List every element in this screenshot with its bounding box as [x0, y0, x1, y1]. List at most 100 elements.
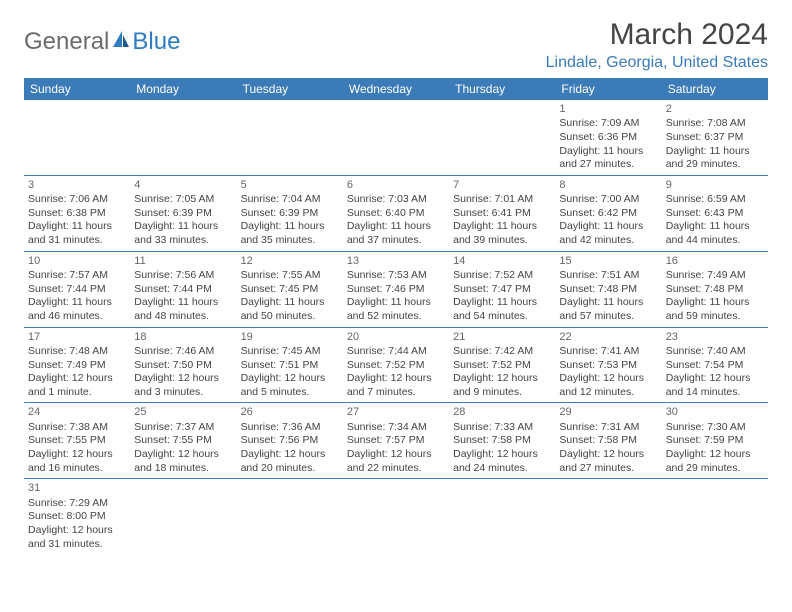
sunset-line: Sunset: 7:49 PM — [28, 359, 126, 373]
sunrise-line: Sunrise: 7:46 AM — [134, 345, 232, 359]
calendar-cell: 25Sunrise: 7:37 AMSunset: 7:55 PMDayligh… — [130, 403, 236, 479]
weekday-header: Thursday — [449, 78, 555, 100]
sunset-line: Sunset: 7:44 PM — [134, 283, 232, 297]
calendar-cell — [130, 100, 236, 175]
sunset-line: Sunset: 7:52 PM — [453, 359, 551, 373]
month-title: March 2024 — [546, 18, 768, 52]
day-number: 16 — [666, 254, 764, 268]
weekday-header: Sunday — [24, 78, 130, 100]
calendar-cell: 19Sunrise: 7:45 AMSunset: 7:51 PMDayligh… — [237, 327, 343, 403]
daylight-line-1: Daylight: 12 hours — [559, 448, 657, 462]
daylight-line-2: and 54 minutes. — [453, 310, 551, 324]
daylight-line-1: Daylight: 12 hours — [28, 372, 126, 386]
sunrise-line: Sunrise: 7:36 AM — [241, 421, 339, 435]
sunset-line: Sunset: 6:39 PM — [134, 207, 232, 221]
calendar-cell: 12Sunrise: 7:55 AMSunset: 7:45 PMDayligh… — [237, 251, 343, 327]
daylight-line-2: and 16 minutes. — [28, 462, 126, 476]
daylight-line-2: and 27 minutes. — [559, 462, 657, 476]
calendar-cell — [343, 479, 449, 554]
daylight-line-1: Daylight: 12 hours — [28, 524, 126, 538]
sunrise-line: Sunrise: 7:31 AM — [559, 421, 657, 435]
daylight-line-2: and 24 minutes. — [453, 462, 551, 476]
sunrise-line: Sunrise: 7:29 AM — [28, 497, 126, 511]
daylight-line-1: Daylight: 11 hours — [28, 296, 126, 310]
sunrise-line: Sunrise: 7:53 AM — [347, 269, 445, 283]
calendar-row: 1Sunrise: 7:09 AMSunset: 6:36 PMDaylight… — [24, 100, 768, 175]
sunset-line: Sunset: 6:37 PM — [666, 131, 764, 145]
calendar-cell — [449, 100, 555, 175]
daylight-line-2: and 48 minutes. — [134, 310, 232, 324]
day-number: 4 — [134, 178, 232, 192]
sunset-line: Sunset: 7:55 PM — [28, 434, 126, 448]
day-number: 2 — [666, 102, 764, 116]
calendar-cell: 2Sunrise: 7:08 AMSunset: 6:37 PMDaylight… — [662, 100, 768, 175]
day-number: 26 — [241, 405, 339, 419]
daylight-line-2: and 59 minutes. — [666, 310, 764, 324]
daylight-line-1: Daylight: 11 hours — [134, 296, 232, 310]
location: Lindale, Georgia, United States — [546, 54, 768, 72]
calendar-cell: 10Sunrise: 7:57 AMSunset: 7:44 PMDayligh… — [24, 251, 130, 327]
sunset-line: Sunset: 6:43 PM — [666, 207, 764, 221]
calendar-body: 1Sunrise: 7:09 AMSunset: 6:36 PMDaylight… — [24, 100, 768, 554]
day-number: 8 — [559, 178, 657, 192]
sunset-line: Sunset: 7:54 PM — [666, 359, 764, 373]
sunset-line: Sunset: 7:45 PM — [241, 283, 339, 297]
sunset-line: Sunset: 7:48 PM — [666, 283, 764, 297]
day-number: 29 — [559, 405, 657, 419]
sunset-line: Sunset: 7:48 PM — [559, 283, 657, 297]
sunset-line: Sunset: 6:36 PM — [559, 131, 657, 145]
sunrise-line: Sunrise: 7:52 AM — [453, 269, 551, 283]
sunset-line: Sunset: 7:57 PM — [347, 434, 445, 448]
daylight-line-1: Daylight: 11 hours — [347, 296, 445, 310]
calendar-row: 17Sunrise: 7:48 AMSunset: 7:49 PMDayligh… — [24, 327, 768, 403]
sunrise-line: Sunrise: 7:01 AM — [453, 193, 551, 207]
daylight-line-2: and 37 minutes. — [347, 234, 445, 248]
logo-text-general: General — [24, 28, 109, 56]
calendar-cell: 30Sunrise: 7:30 AMSunset: 7:59 PMDayligh… — [662, 403, 768, 479]
sunrise-line: Sunrise: 7:09 AM — [559, 117, 657, 131]
sunrise-line: Sunrise: 7:04 AM — [241, 193, 339, 207]
daylight-line-1: Daylight: 12 hours — [453, 372, 551, 386]
daylight-line-2: and 33 minutes. — [134, 234, 232, 248]
daylight-line-2: and 46 minutes. — [28, 310, 126, 324]
daylight-line-1: Daylight: 11 hours — [241, 296, 339, 310]
calendar-cell: 21Sunrise: 7:42 AMSunset: 7:52 PMDayligh… — [449, 327, 555, 403]
day-number: 28 — [453, 405, 551, 419]
daylight-line-2: and 27 minutes. — [559, 158, 657, 172]
daylight-line-2: and 9 minutes. — [453, 386, 551, 400]
daylight-line-1: Daylight: 11 hours — [241, 220, 339, 234]
sunset-line: Sunset: 6:41 PM — [453, 207, 551, 221]
daylight-line-2: and 7 minutes. — [347, 386, 445, 400]
calendar-cell — [343, 100, 449, 175]
sunrise-line: Sunrise: 7:37 AM — [134, 421, 232, 435]
weekday-header: Wednesday — [343, 78, 449, 100]
day-number: 11 — [134, 254, 232, 268]
sunset-line: Sunset: 7:58 PM — [559, 434, 657, 448]
daylight-line-2: and 42 minutes. — [559, 234, 657, 248]
sunrise-line: Sunrise: 7:42 AM — [453, 345, 551, 359]
daylight-line-1: Daylight: 11 hours — [28, 220, 126, 234]
day-number: 31 — [28, 481, 126, 495]
daylight-line-1: Daylight: 12 hours — [559, 372, 657, 386]
day-number: 25 — [134, 405, 232, 419]
sunrise-line: Sunrise: 7:44 AM — [347, 345, 445, 359]
weekday-header: Friday — [555, 78, 661, 100]
sunrise-line: Sunrise: 7:55 AM — [241, 269, 339, 283]
calendar-cell — [237, 100, 343, 175]
daylight-line-1: Daylight: 12 hours — [666, 448, 764, 462]
calendar-cell — [130, 479, 236, 554]
calendar-cell: 28Sunrise: 7:33 AMSunset: 7:58 PMDayligh… — [449, 403, 555, 479]
day-number: 12 — [241, 254, 339, 268]
daylight-line-2: and 57 minutes. — [559, 310, 657, 324]
daylight-line-2: and 39 minutes. — [453, 234, 551, 248]
daylight-line-1: Daylight: 12 hours — [347, 372, 445, 386]
sunrise-line: Sunrise: 7:49 AM — [666, 269, 764, 283]
calendar-row: 24Sunrise: 7:38 AMSunset: 7:55 PMDayligh… — [24, 403, 768, 479]
sunset-line: Sunset: 7:56 PM — [241, 434, 339, 448]
weekday-header: Tuesday — [237, 78, 343, 100]
calendar-cell: 22Sunrise: 7:41 AMSunset: 7:53 PMDayligh… — [555, 327, 661, 403]
calendar-cell: 18Sunrise: 7:46 AMSunset: 7:50 PMDayligh… — [130, 327, 236, 403]
sunset-line: Sunset: 8:00 PM — [28, 510, 126, 524]
daylight-line-1: Daylight: 11 hours — [666, 145, 764, 159]
daylight-line-1: Daylight: 12 hours — [347, 448, 445, 462]
